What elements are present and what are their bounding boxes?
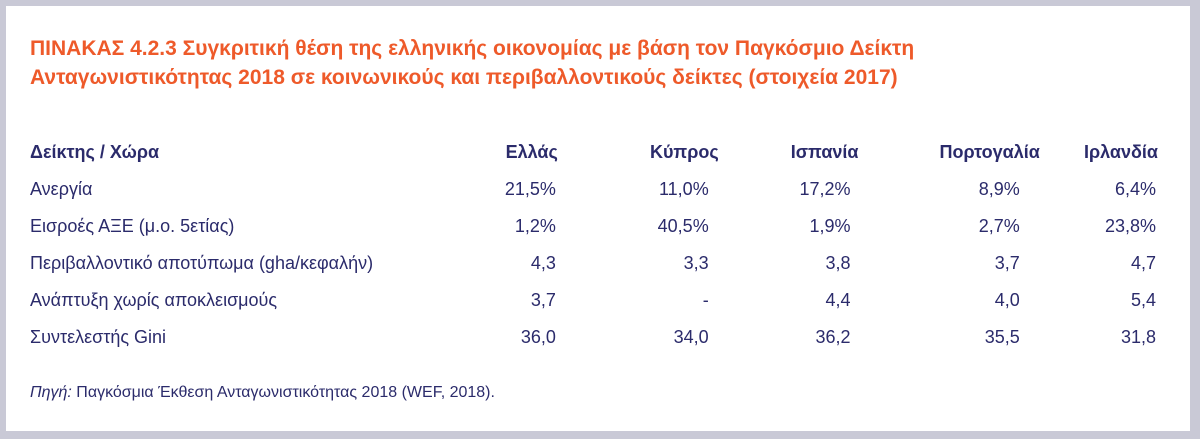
- cell-ireland: 4,7: [1130, 253, 1156, 273]
- cell-cyprus: 11,0%: [659, 179, 709, 199]
- cell-spain: 1,9%: [809, 216, 851, 236]
- cell-cyprus: 3,3: [683, 253, 709, 273]
- cell-portugal: 4,0: [994, 290, 1020, 310]
- cell-cyprus: -: [702, 290, 709, 310]
- source-label: Πηγή:: [30, 384, 72, 401]
- table-row-fdi-inflows: Εισροές ΑΞΕ (μ.ο. 5ετίας) 1,2% 40,5% 1,9…: [30, 208, 1190, 245]
- header-greece: Ελλάς: [505, 142, 558, 162]
- cell-ireland: 5,4: [1130, 290, 1156, 310]
- table-row-unemployment: Ανεργία 21,5% 11,0% 17,2% 8,9% 6,4%: [30, 171, 1190, 208]
- table-title-line-1: ΠΙΝΑΚΑΣ 4.2.3 Συγκριτική θέση της ελληνι…: [30, 37, 915, 60]
- header-cyprus: Κύπρος: [649, 142, 719, 162]
- comparison-table: Δείκτης / Χώρα Ελλάς Κύπρος Ισπανία Πορτ…: [30, 134, 1190, 356]
- table-title-line-2: Ανταγωνιστικότητας 2018 σε κοινωνικούς κ…: [30, 66, 898, 89]
- table-header-row: Δείκτης / Χώρα Ελλάς Κύπρος Ισπανία Πορτ…: [30, 134, 1190, 171]
- table-row-inclusive-growth: Ανάπτυξη χωρίς αποκλεισμούς 3,7 - 4,4 4,…: [30, 282, 1190, 319]
- cell-ireland: 23,8%: [1104, 216, 1156, 236]
- cell-greece: 36,0: [520, 327, 556, 347]
- cell-greece: 3,7: [530, 290, 556, 310]
- cell-greece: 1,2%: [514, 216, 556, 236]
- source-text: Παγκόσμια Έκθεση Ανταγωνιστικότητας 2018…: [71, 384, 495, 401]
- table-row-gini: Συντελεστής Gini 36,0 34,0 36,2 35,5 31,…: [30, 319, 1190, 356]
- row-label: Περιβαλλοντικό αποτύπωμα (gha/κεφαλήν): [30, 253, 374, 273]
- cell-ireland: 31,8: [1120, 327, 1156, 347]
- cell-portugal: 8,9%: [978, 179, 1020, 199]
- row-label: Ανεργία: [30, 179, 93, 199]
- table-row-ecological-footprint: Περιβαλλοντικό αποτύπωμα (gha/κεφαλήν) 4…: [30, 245, 1190, 282]
- cell-greece: 4,3: [530, 253, 556, 273]
- header-indicator-country: Δείκτης / Χώρα: [30, 142, 160, 162]
- cell-spain: 3,8: [825, 253, 851, 273]
- row-label: Εισροές ΑΞΕ (μ.ο. 5ετίας): [30, 216, 235, 236]
- header-ireland: Ιρλανδία: [1084, 142, 1158, 162]
- source-note: Πηγή: Παγκόσμια Έκθεση Ανταγωνιστικότητα…: [30, 384, 495, 402]
- header-portugal: Πορτογαλία: [939, 142, 1040, 162]
- cell-portugal: 2,7%: [978, 216, 1020, 236]
- cell-cyprus: 40,5%: [657, 216, 709, 236]
- cell-portugal: 35,5: [984, 327, 1020, 347]
- cell-ireland: 6,4%: [1114, 179, 1156, 199]
- row-label: Ανάπτυξη χωρίς αποκλεισμούς: [30, 290, 278, 310]
- cell-cyprus: 34,0: [673, 327, 709, 347]
- cell-spain: 4,4: [825, 290, 851, 310]
- row-label: Συντελεστής Gini: [30, 327, 167, 347]
- table-panel: ΠΙΝΑΚΑΣ 4.2.3 Συγκριτική θέση της ελληνι…: [6, 6, 1190, 431]
- cell-greece: 21,5%: [504, 179, 556, 199]
- cell-portugal: 3,7: [994, 253, 1020, 273]
- cell-spain: 17,2%: [799, 179, 851, 199]
- table-title: ΠΙΝΑΚΑΣ 4.2.3 Συγκριτική θέση της ελληνι…: [30, 34, 914, 92]
- header-spain: Ισπανία: [790, 142, 859, 162]
- cell-spain: 36,2: [815, 327, 851, 347]
